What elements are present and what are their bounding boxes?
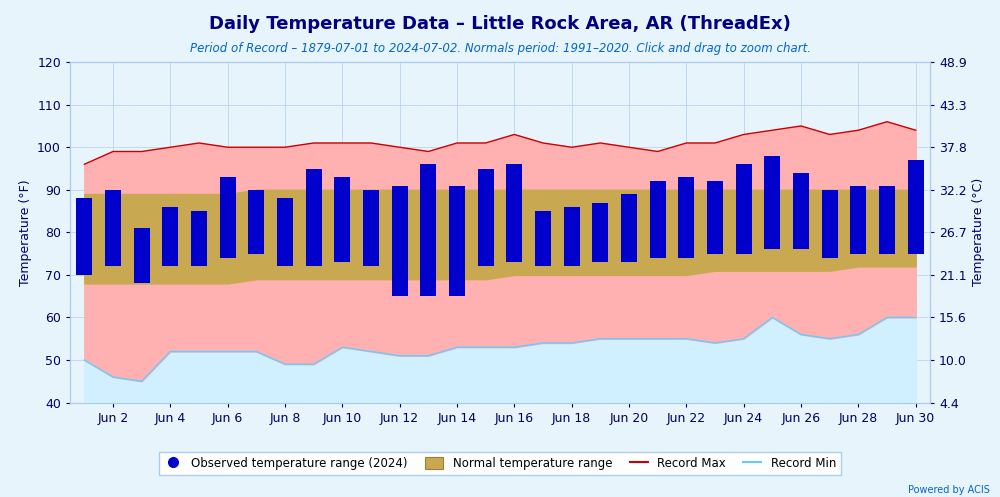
Bar: [822, 190, 838, 258]
Bar: [535, 211, 551, 266]
Bar: [392, 185, 408, 296]
Bar: [449, 185, 465, 296]
Text: Daily Temperature Data – Little Rock Area, AR (ThreadEx): Daily Temperature Data – Little Rock Are…: [209, 15, 791, 33]
Bar: [621, 194, 637, 262]
Legend: Observed temperature range (2024), Normal temperature range, Record Max, Record : Observed temperature range (2024), Norma…: [159, 452, 841, 475]
Bar: [478, 168, 494, 266]
Bar: [306, 168, 322, 266]
Text: Powered by ACIS: Powered by ACIS: [908, 485, 990, 495]
Bar: [191, 211, 207, 266]
Y-axis label: Temperature (°C): Temperature (°C): [972, 178, 985, 286]
Bar: [76, 198, 92, 275]
Bar: [678, 177, 694, 258]
Text: Period of Record – 1879-07-01 to 2024-07-02. Normals period: 1991–2020. Click an: Period of Record – 1879-07-01 to 2024-07…: [190, 42, 810, 55]
Bar: [105, 190, 121, 266]
Bar: [134, 228, 150, 283]
Y-axis label: Temperature (°F): Temperature (°F): [19, 179, 32, 286]
Bar: [850, 185, 866, 253]
Bar: [650, 181, 666, 258]
Bar: [764, 156, 780, 249]
Bar: [506, 164, 522, 262]
Bar: [736, 164, 752, 253]
Bar: [879, 185, 895, 253]
Bar: [220, 177, 236, 258]
Bar: [564, 207, 580, 266]
Bar: [162, 207, 178, 266]
Bar: [248, 190, 264, 253]
Bar: [707, 181, 723, 253]
Bar: [908, 160, 924, 253]
Bar: [592, 203, 608, 262]
Bar: [334, 177, 350, 262]
Bar: [420, 164, 436, 296]
Bar: [277, 198, 293, 266]
Bar: [793, 173, 809, 249]
Bar: [363, 190, 379, 266]
